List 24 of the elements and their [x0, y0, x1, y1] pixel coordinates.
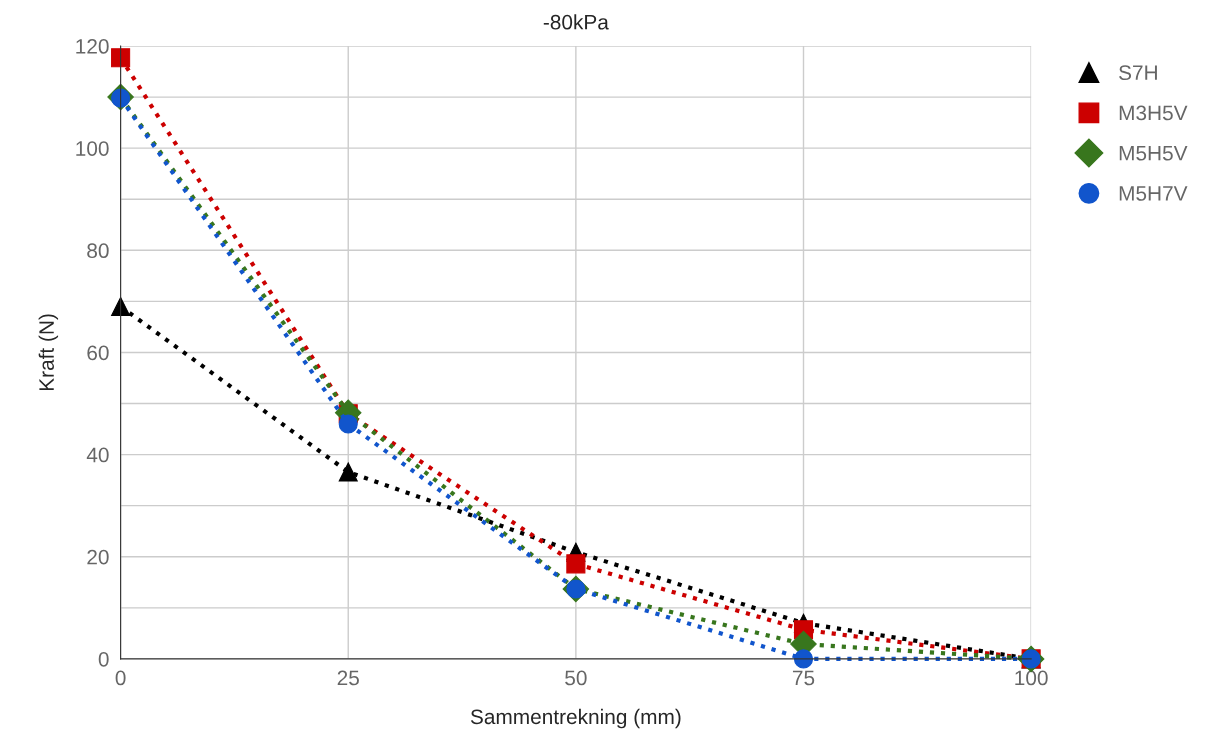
y-tick-label: 0 [98, 651, 109, 667]
point [111, 296, 131, 317]
y-tick-label: 120 [76, 39, 109, 54]
y-tick-label: 20 [87, 549, 109, 565]
x-tick-label: 25 [337, 670, 359, 686]
y-tick-label: 100 [76, 141, 109, 156]
y-tick-label: 60 [87, 345, 109, 361]
legend-label: M5H7V [1119, 186, 1188, 201]
point [566, 554, 586, 574]
x-tick-label: 50 [565, 670, 587, 686]
y-tick-label: 80 [87, 243, 109, 259]
point [111, 48, 131, 68]
chart-title: -80kPa [543, 14, 609, 30]
legend-label: M3H5V [1119, 105, 1188, 121]
point [338, 414, 358, 434]
y-tick-label: 40 [86, 447, 109, 463]
y-axis-title: Kraft (N) [38, 314, 59, 391]
point [338, 462, 358, 482]
x-axis-title: Sammentrekning (mm) [470, 708, 681, 729]
legend-label: S7H [1119, 65, 1157, 81]
x-tick-label: 0 [115, 670, 126, 686]
x-tick-label: 100 [1015, 670, 1048, 686]
x-tick-label: 75 [792, 670, 815, 686]
legend-label: M5H5V [1119, 146, 1188, 161]
